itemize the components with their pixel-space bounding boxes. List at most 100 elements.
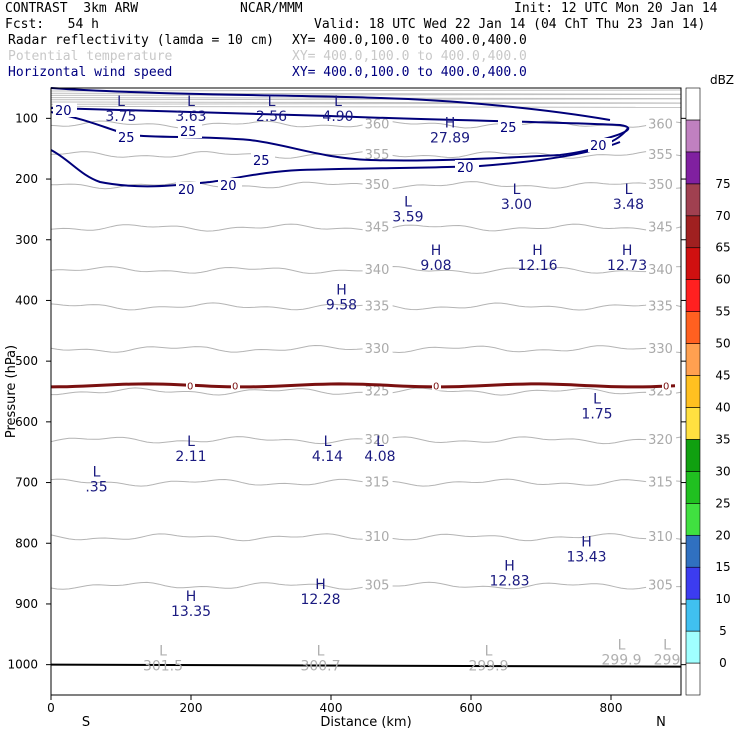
- extremum-marker: L: [334, 94, 342, 110]
- theta-contour-label: 335: [365, 300, 390, 315]
- wind-contour-label: 20: [178, 183, 195, 198]
- theta-label-bg: [646, 529, 677, 544]
- theta-contour-label: 320: [365, 433, 390, 448]
- theta-contour-label: 330: [648, 342, 673, 357]
- y-tick-label: 500: [15, 354, 38, 368]
- init-label: Init: 12 UTC Mon 20 Jan 14: [514, 1, 718, 16]
- colorbar-level-label: 70: [715, 209, 730, 223]
- theta-contour-label: 310: [365, 530, 390, 545]
- extremum-value: 3.63: [175, 109, 206, 125]
- wind-contour-label: 20: [55, 104, 72, 119]
- extremum-value: 9.08: [420, 258, 451, 274]
- theta-label-bg: [646, 219, 677, 234]
- theta-contour-label: 310: [648, 530, 673, 545]
- theta-contour-line: [50, 101, 682, 104]
- wind-label-bg: [116, 130, 140, 144]
- theta-contour-line: [50, 105, 682, 108]
- theta-contour-line: [50, 98, 682, 101]
- x-end-label-right: N: [656, 715, 666, 730]
- theta-contour-label: 360: [648, 117, 673, 132]
- theta-contour-label: 350: [648, 178, 673, 193]
- wind-contour-label: 25: [253, 154, 270, 169]
- colorbar-bin: [685, 119, 701, 153]
- extremum-marker: L: [93, 464, 101, 480]
- fcst-label: Fcst: 54 h: [5, 17, 99, 32]
- theta-label-bg: [646, 177, 677, 192]
- colorbar-bin: [685, 87, 701, 121]
- theta-contour-label: 340: [365, 263, 390, 278]
- theta-label-bg: [362, 432, 393, 447]
- y-tick-label: 900: [15, 597, 38, 611]
- colorbar-bin: [685, 598, 701, 632]
- extremum-value: 3.59: [392, 209, 423, 225]
- plot-frame: [50, 87, 682, 696]
- theta-contour-label: 315: [365, 476, 390, 491]
- y-tick-label: 300: [15, 233, 38, 247]
- y-tick-label: 100: [15, 111, 38, 125]
- y-tick-label: 700: [15, 476, 38, 490]
- extremum-value: 299.9: [468, 659, 508, 675]
- theta-label-bg: [646, 432, 677, 447]
- extremum-marker: L: [324, 434, 332, 450]
- theta-label-bg: [646, 116, 677, 131]
- wind-label-bg: [178, 124, 202, 138]
- theta-label-bg: [646, 298, 677, 313]
- colorbar-bin: [685, 503, 701, 536]
- wind-label-bg: [455, 160, 479, 174]
- field-theta-name: Potential temperature: [8, 49, 173, 64]
- colorbar-level-label: 35: [715, 432, 730, 446]
- extremum-marker: H: [504, 559, 515, 575]
- x-tick-label: 600: [460, 701, 483, 715]
- colorbar-bin: [685, 439, 701, 472]
- theta-label-bg: [646, 577, 677, 592]
- wind-contour-label: 20: [590, 139, 607, 154]
- colorbar-bin: [685, 247, 701, 280]
- colorbar: 0 5 10 15 20 25 30 35 40 45 50 55 60 65 70 75 dBZ: [685, 73, 734, 696]
- theta-label-bg: [646, 341, 677, 356]
- wind-contour-label: 25: [118, 131, 135, 146]
- colorbar-bin: [685, 215, 701, 249]
- field-wind-name: Horizontal wind speed: [8, 65, 173, 80]
- theta-contour-label: 315: [648, 476, 673, 491]
- valid-label: Valid: 18 UTC Wed 22 Jan 14 (04 ChT Thu …: [314, 17, 706, 32]
- theta-contour-line: [50, 89, 682, 92]
- theta-contour-label: 305: [648, 579, 673, 594]
- wind-label-bg: [251, 153, 275, 167]
- wind-label-bg: [218, 178, 242, 192]
- y-axis-label: Pressure (hPa): [4, 345, 19, 438]
- extremum-marker: H: [186, 589, 197, 605]
- theta-contour-label: 320: [648, 433, 673, 448]
- theta-contour-label: 345: [365, 221, 390, 236]
- colorbar-level-label: 65: [715, 241, 730, 255]
- wind-contour-label: 20: [457, 161, 474, 176]
- theta-label-bg: [362, 383, 393, 398]
- extremum-marker: L: [268, 94, 276, 110]
- extremum-marker: L: [625, 182, 633, 198]
- theta-label-bg: [362, 116, 393, 131]
- theta-contour-label: 345: [648, 221, 673, 236]
- zero-contour-label: 0: [433, 381, 439, 392]
- extremum-marker: L: [117, 94, 125, 110]
- theta-label-bg: [362, 219, 393, 234]
- theta-label-bg: [646, 262, 677, 277]
- extremum-marker: L: [513, 182, 521, 198]
- theta-contour-line: [50, 93, 682, 96]
- colorbar-level-label: 40: [715, 400, 730, 414]
- extremum-value: 12.83: [489, 574, 529, 590]
- extremum-marker: H: [431, 243, 442, 259]
- field-reflectivity-xy: XY= 400.0,100.0 to 400.0,400.0: [292, 33, 527, 48]
- colorbar-unit: dBZ: [710, 73, 734, 87]
- wind-label-bg: [588, 138, 612, 152]
- theta-label-bg: [362, 577, 393, 592]
- colorbar-bin: [685, 662, 701, 696]
- wind-contour-label: 25: [500, 121, 517, 136]
- colorbar-level-label: 5: [719, 624, 727, 638]
- extremum-value: 3.48: [613, 197, 644, 213]
- extremum-value: 299.9: [601, 652, 641, 668]
- extremum-marker: H: [532, 243, 543, 259]
- colorbar-level-label: 55: [715, 305, 730, 319]
- y-tick-label: 800: [15, 536, 38, 550]
